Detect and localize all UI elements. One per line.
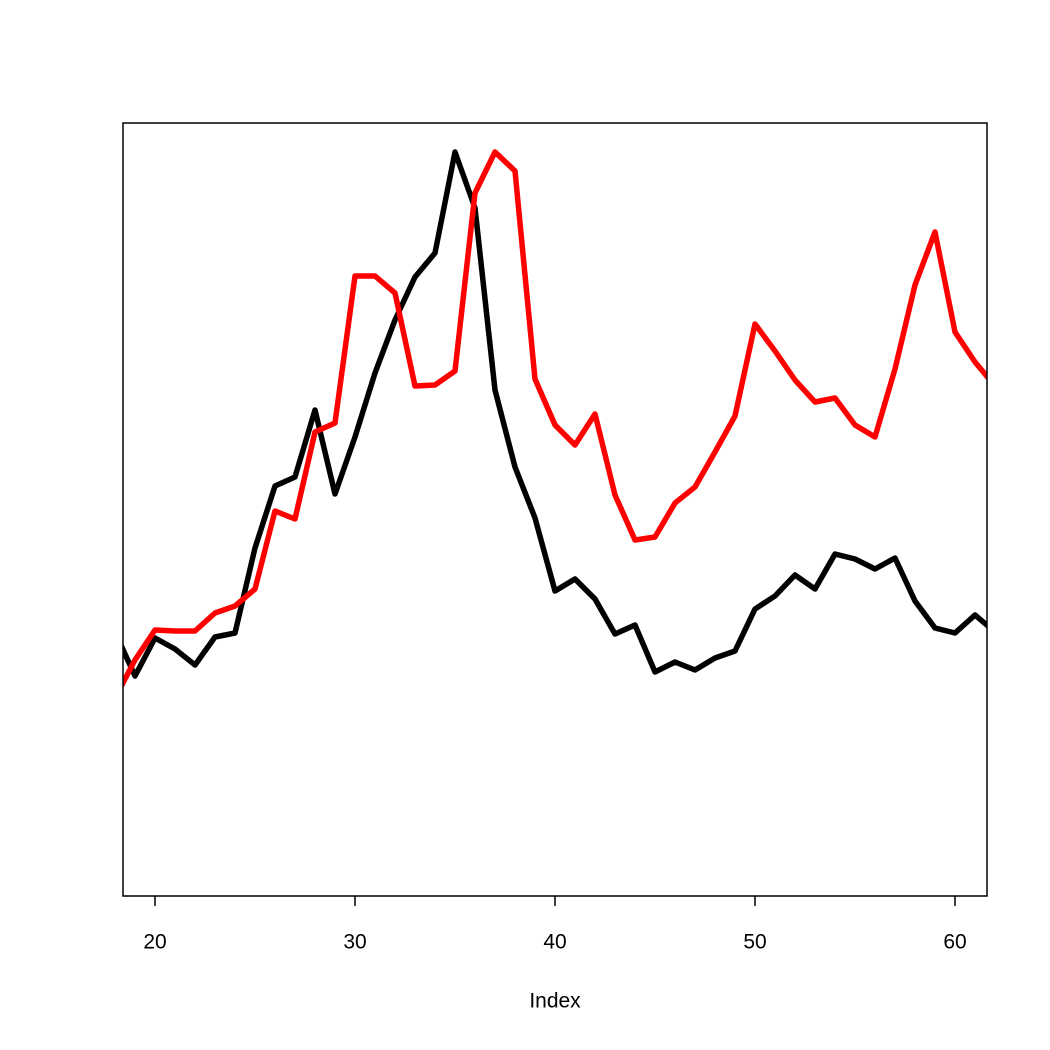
x-tick-label: 30	[343, 931, 366, 954]
series-line	[123, 149, 987, 689]
x-axis-label: Index	[529, 990, 581, 1013]
plot-frame	[122, 122, 988, 897]
plot-area	[123, 149, 987, 689]
x-tick-label: 20	[143, 931, 166, 954]
x-tick-label: 50	[743, 931, 766, 954]
series-line	[123, 149, 987, 679]
x-tick-label: 40	[543, 931, 566, 954]
x-tick-label: 60	[943, 931, 966, 954]
